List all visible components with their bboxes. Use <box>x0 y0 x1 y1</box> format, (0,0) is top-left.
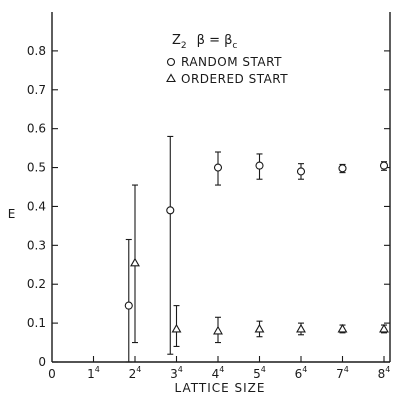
x-tick-exponent: 4 <box>302 365 307 374</box>
x-tick-exponent: 4 <box>136 365 141 374</box>
data-point-circle <box>379 161 389 170</box>
x-tick-label: 74 <box>336 365 349 381</box>
x-tick-exponent: 4 <box>95 365 100 374</box>
x-axis-ticks: 0 14 24 34 44 54 64 74 84 <box>48 356 390 381</box>
x-tick-label: 14 <box>87 365 100 381</box>
data-points <box>124 135 389 363</box>
x-tick-base: 3 <box>170 367 178 381</box>
legend: RANDOM START ORDERED START <box>166 55 288 86</box>
series-ordered-start <box>130 184 389 347</box>
x-tick-base: 7 <box>336 367 344 381</box>
x-tick-exponent: 4 <box>261 365 266 374</box>
y-tick-label: 0.3 <box>27 238 46 252</box>
legend-label-random-start: RANDOM START <box>181 55 282 69</box>
legend-item-random-start: RANDOM START <box>166 55 282 69</box>
data-point-triangle <box>337 323 348 333</box>
data-point-triangle <box>254 323 265 333</box>
data-point-circle <box>166 206 175 215</box>
y-tick-label: 0 <box>38 355 46 369</box>
series-random-start <box>124 135 389 363</box>
x-tick-label: 24 <box>129 365 142 381</box>
y-tick-label: 0.4 <box>27 199 46 213</box>
y-tick-label: 0.5 <box>27 161 46 175</box>
legend-label-ordered-start: ORDERED START <box>181 72 288 86</box>
x-tick-exponent: 4 <box>344 365 349 374</box>
y-tick-label: 0.6 <box>27 122 46 136</box>
x-tick-base: 4 <box>212 367 220 381</box>
data-point-circle <box>338 164 347 173</box>
title-z-subscript: 2 <box>181 41 187 51</box>
x-tick-base: 6 <box>295 367 303 381</box>
x-tick-base: 1 <box>87 367 95 381</box>
data-point-triangle <box>171 323 182 333</box>
data-point-triangle <box>296 323 306 333</box>
data-point-triangle <box>130 257 140 267</box>
data-point-triangle <box>213 325 223 335</box>
x-tick-label: 0 <box>48 367 56 381</box>
y-axis-ticks: 0 0.1 0.2 0.3 0.4 0.5 0.6 0.7 0.8 <box>27 44 390 369</box>
x-tick-exponent: 4 <box>385 365 390 374</box>
x-axis-label: LATTICE SIZE <box>175 381 266 395</box>
x-tick-base: 8 <box>378 367 386 381</box>
data-point-circle <box>124 301 133 310</box>
y-tick-label: 0.2 <box>27 277 46 291</box>
x-tick-label: 84 <box>378 365 391 381</box>
data-point-circle <box>296 167 306 176</box>
x-tick-base: 2 <box>129 367 137 381</box>
title-beta-subscript: c <box>232 41 237 51</box>
y-tick-label: 0.8 <box>27 44 46 58</box>
x-tick-label: 34 <box>170 365 183 381</box>
title-z: Z <box>172 33 181 48</box>
y-tick-label: 0.1 <box>27 316 46 330</box>
y-axis-label: E <box>8 207 17 221</box>
x-tick-exponent: 4 <box>178 365 183 374</box>
x-tick-label: 64 <box>295 365 308 381</box>
data-point-circle <box>213 163 223 172</box>
legend-circle-marker <box>166 57 176 67</box>
legend-item-ordered-start: ORDERED START <box>166 72 288 86</box>
x-tick-exponent: 4 <box>219 365 224 374</box>
x-tick-label: 44 <box>212 365 225 381</box>
plot-frame <box>51 12 391 363</box>
data-point-triangle <box>379 323 389 333</box>
chart-title: Z2 β = βc <box>172 33 237 51</box>
x-tick-label: 54 <box>253 365 266 381</box>
title-beta: β = β <box>197 33 233 48</box>
x-tick-base: 5 <box>253 367 261 381</box>
legend-triangle-marker <box>166 73 176 83</box>
data-point-circle <box>255 161 264 170</box>
chart-title-text: Z2 β = βc <box>172 33 237 51</box>
y-tick-label: 0.7 <box>27 83 46 97</box>
x-tick-base: 0 <box>48 367 56 381</box>
